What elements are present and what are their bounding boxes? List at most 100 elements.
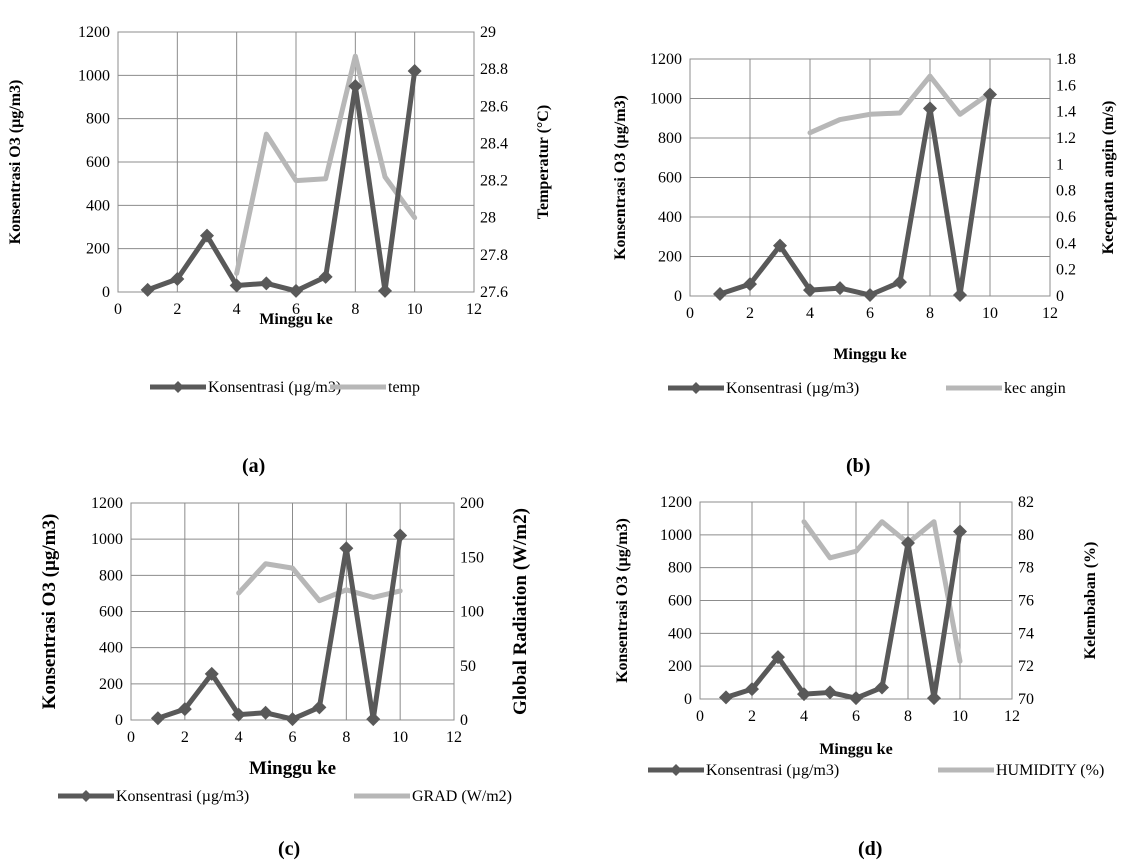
y2-tick-label: 27.6	[480, 284, 508, 301]
y2-tick-label: 28.6	[480, 98, 508, 115]
y-tick-label: 600	[658, 170, 682, 187]
x-tick-label: 0	[127, 729, 135, 746]
data-point	[289, 283, 303, 298]
y2-tick-label: 28.8	[480, 61, 508, 78]
y-tick-label: 0	[674, 288, 682, 305]
x-tick-label: 6	[866, 305, 874, 322]
data-point	[200, 228, 214, 243]
x-tick-label: 12	[466, 301, 482, 318]
y-tick-label: 200	[658, 249, 682, 266]
y-tick-label: 400	[658, 209, 682, 226]
data-point	[258, 705, 273, 720]
data-point	[773, 238, 787, 253]
y2-axis-title: Temperatur (°C)	[535, 105, 552, 219]
series-line	[801, 519, 963, 664]
data-point	[407, 64, 422, 78]
y-tick-label: 1000	[91, 531, 123, 548]
y-tick-label: 1000	[78, 67, 110, 84]
y2-tick-label: 100	[460, 604, 484, 621]
y-tick-label: 800	[668, 560, 692, 577]
y-tick-label: 1200	[660, 494, 692, 511]
y2-tick-label: 70	[1018, 691, 1034, 708]
legend-marker	[80, 790, 92, 802]
data-point	[863, 288, 877, 303]
series-line	[723, 529, 963, 701]
x-tick-label: 0	[114, 301, 122, 318]
data-point	[378, 283, 392, 298]
legend-label: GRAD (W/m2)	[412, 788, 512, 805]
y2-tick-label: 50	[460, 658, 476, 675]
data-point	[797, 687, 811, 702]
data-point	[231, 707, 246, 722]
y-tick-label: 800	[99, 567, 123, 584]
y2-tick-label: 0.8	[1056, 183, 1076, 200]
y2-tick-label: 1.4	[1056, 104, 1076, 121]
x-tick-label: 6	[289, 729, 297, 746]
y-axis-title: Konsentrasi O3 (µg/m3)	[612, 95, 629, 260]
series-line	[717, 92, 993, 298]
data-point	[713, 287, 727, 302]
y-tick-label: 800	[658, 130, 682, 147]
data-point	[803, 283, 817, 298]
y-tick-label: 200	[86, 241, 110, 258]
chart-c: 0 200 400 600 800 1000 1200 0 50 100 150 200 0 2 4 6 8 10…	[39, 495, 531, 805]
y-tick-label: 600	[668, 593, 692, 610]
y2-tick-label: 80	[1018, 527, 1034, 544]
y-tick-label: 0	[102, 284, 110, 301]
data-point	[348, 79, 363, 94]
data-point	[927, 691, 941, 706]
y2-axis-title: Global Radiation (W/m2)	[510, 508, 531, 715]
legend-marker	[690, 382, 702, 394]
legend-label: Konsentrasi (µg/m3)	[116, 788, 249, 805]
data-point	[953, 524, 967, 539]
data-point	[849, 691, 863, 706]
data-point	[312, 700, 327, 715]
data-point	[771, 650, 785, 665]
y2-tick-label: 27.8	[480, 247, 508, 264]
series-line	[155, 533, 403, 722]
x-tick-label: 10	[982, 305, 998, 322]
y2-tick-label: 200	[460, 495, 484, 512]
y-tick-label: 1200	[91, 495, 123, 512]
data-point	[743, 277, 757, 292]
y2-tick-label: 150	[460, 549, 484, 566]
x-tick-label: 4	[233, 301, 241, 318]
data-point	[893, 275, 907, 290]
y2-tick-label: 0	[1056, 288, 1064, 305]
y2-tick-label: 1	[1056, 156, 1064, 173]
legend-label: temp	[388, 379, 420, 396]
x-axis-title: Minggu ke	[833, 346, 906, 363]
y2-tick-label: 28.4	[480, 135, 508, 152]
x-tick-label: 8	[926, 305, 934, 322]
panel-caption-d: (d)	[858, 838, 883, 860]
x-tick-label: 6	[292, 301, 300, 318]
y2-tick-label: 78	[1018, 560, 1034, 577]
y-tick-label: 1000	[660, 527, 692, 544]
x-axis-title: Minggu ke	[249, 758, 336, 779]
x-tick-label: 6	[852, 708, 860, 725]
y2-tick-label: 28	[480, 210, 496, 227]
y2-tick-label: 0.2	[1056, 262, 1076, 279]
y-tick-label: 0	[115, 712, 123, 729]
y-tick-label: 1200	[650, 51, 682, 68]
y2-axis-title: Kecepatan angin (m/s)	[1100, 101, 1117, 255]
data-point	[259, 276, 274, 291]
chart-a: 02004006008001000120027.627.82828.228.42…	[7, 24, 552, 396]
y2-tick-label: 1.6	[1056, 77, 1076, 94]
x-tick-label: 4	[235, 729, 243, 746]
x-tick-label: 8	[904, 708, 912, 725]
data-point	[140, 282, 155, 297]
data-point	[339, 541, 354, 556]
legend-label: Konsentrasi (µg/m3)	[208, 379, 341, 396]
x-tick-label: 2	[173, 301, 181, 318]
y-tick-label: 400	[86, 197, 110, 214]
data-point	[901, 536, 915, 551]
x-axis-title: Minggu ke	[259, 311, 332, 328]
y2-tick-label: 29	[480, 24, 496, 41]
y-tick-label: 1000	[650, 91, 682, 108]
y-axis-title: Konsentrasi O3 (µg/m3)	[7, 80, 24, 245]
legend-label: Konsentrasi (µg/m3)	[706, 762, 839, 779]
data-point	[719, 690, 733, 705]
x-tick-label: 4	[806, 305, 814, 322]
